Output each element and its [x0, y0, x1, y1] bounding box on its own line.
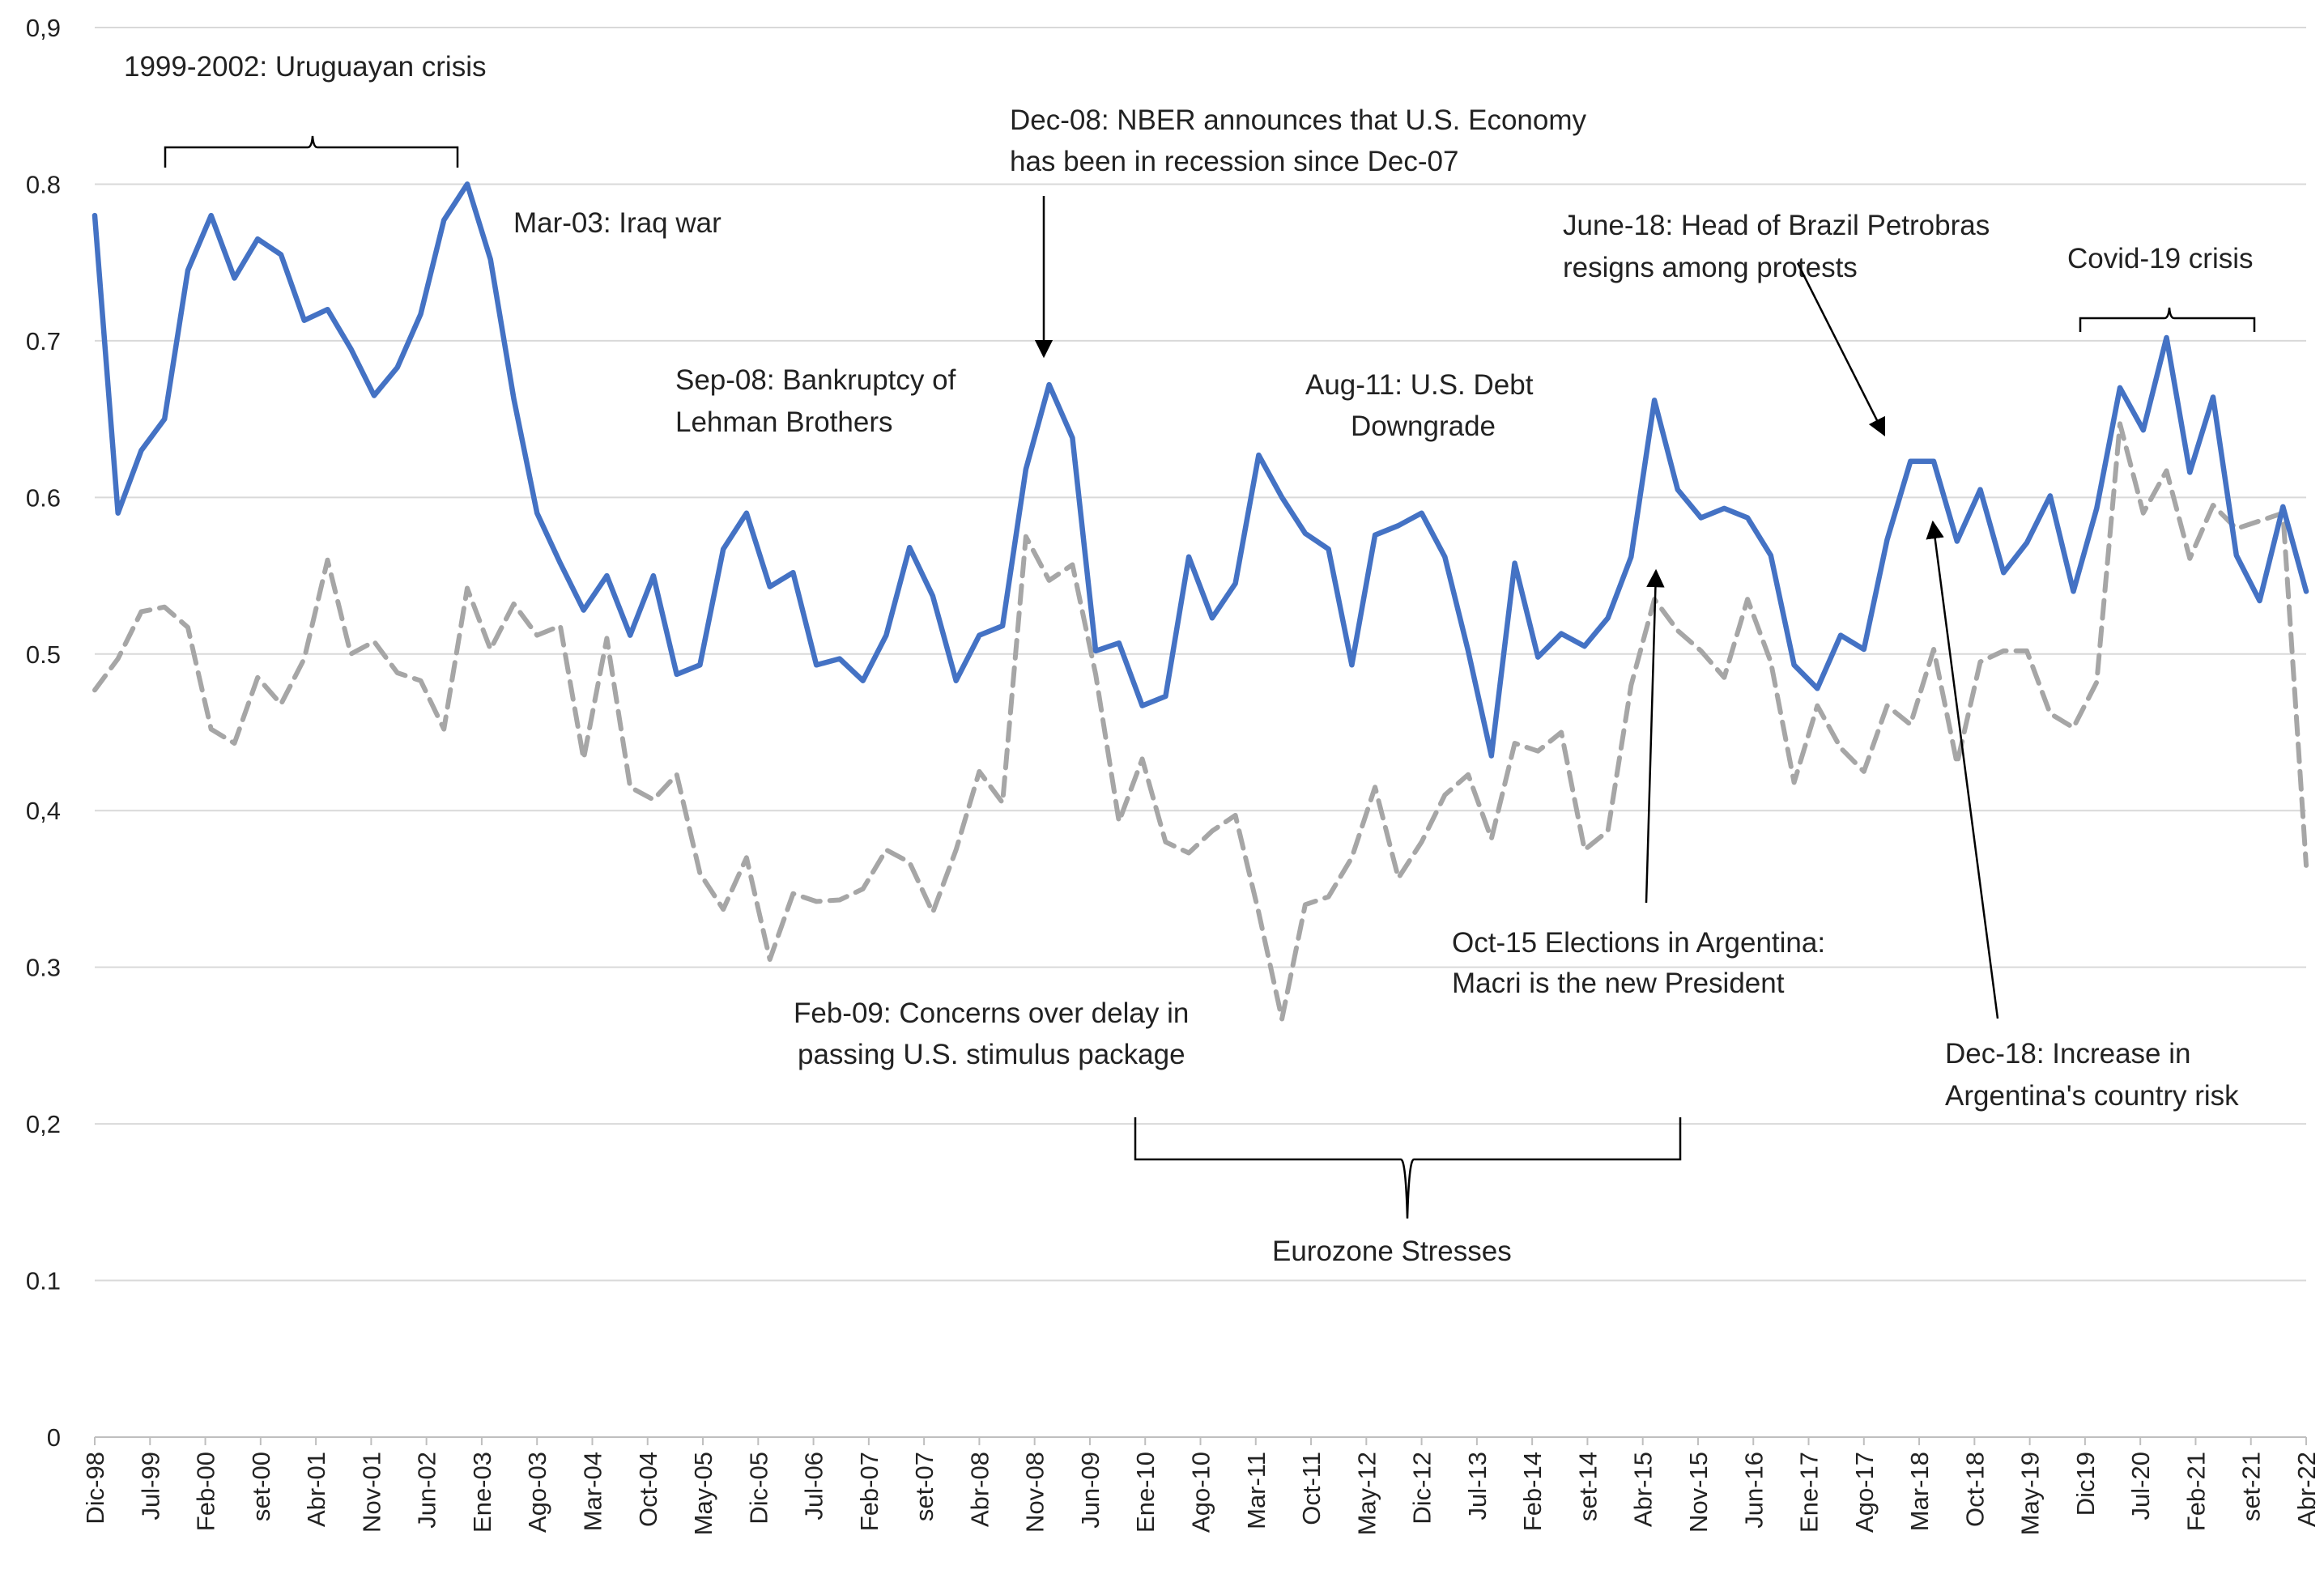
x-tick-label: set-21	[2237, 1452, 2266, 1521]
petrobras-arrow	[1796, 262, 1886, 437]
y-tick-label: 0.1	[26, 1267, 61, 1295]
y-tick-label: 0.5	[26, 640, 61, 669]
x-tick-label: Mar-04	[578, 1452, 607, 1531]
x-tick-label: Ene-17	[1795, 1452, 1824, 1533]
annotations: 1999-2002: Uruguayan crisis Mar-03: Iraq…	[124, 51, 2256, 1267]
series-line-dashed	[92, 421, 2309, 1022]
annotation-debt-line-2: Downgrade	[1351, 410, 1496, 442]
elections-arrow	[1645, 568, 1665, 904]
x-tick-label: Nov-08	[1021, 1452, 1049, 1533]
x-axis-ticks: Dic-98 Jul-99 Feb-00 set-00 Abr-01 Nov-01 Jun-…	[81, 1437, 2321, 1535]
x-tick-label: May-05	[689, 1452, 717, 1535]
x-tick-label: Jun-02	[413, 1452, 441, 1529]
x-tick-label: Abr-01	[302, 1452, 330, 1527]
annotation-eurozone: Eurozone Stresses	[1272, 1236, 1512, 1267]
y-tick-label: 0,4	[26, 797, 61, 825]
annotation-petrobras-line-2: resigns among protests	[1563, 252, 1858, 283]
x-tick-label: Dic-98	[81, 1452, 109, 1525]
x-tick-label: May-19	[2016, 1452, 2045, 1535]
annotation-elections-line-1: Oct-15 Elections in Argentina:	[1452, 927, 1825, 959]
series-line-solid	[92, 181, 2309, 759]
x-tick-label: Feb-14	[1518, 1452, 1547, 1531]
annotation-country-risk-line-2: Argentina's country risk	[1945, 1080, 2239, 1112]
x-tick-label: May-12	[1352, 1452, 1381, 1535]
x-tick-label: set-00	[247, 1452, 275, 1521]
annotation-elections-line-2: Macri is the new President	[1452, 968, 1785, 999]
gridlines	[95, 27, 2306, 1282]
annotation-nber-line-2: has been in recession since Dec-07	[1010, 146, 1458, 177]
x-tick-label: Mar-11	[1242, 1452, 1271, 1529]
series-lines	[92, 181, 2309, 1022]
x-tick-label: Jul-06	[800, 1452, 828, 1520]
annotation-covid: Covid-19 crisis	[2067, 243, 2254, 274]
x-tick-label: Ago-10	[1187, 1452, 1215, 1533]
annotation-lehman-line-2: Lehman Brothers	[675, 406, 892, 438]
y-tick-label: 0.3	[26, 954, 61, 982]
annotation-country-risk-line-1: Dec-18: Increase in	[1945, 1038, 2190, 1070]
x-tick-label: Abr-15	[1629, 1452, 1658, 1527]
x-tick-label: Feb-07	[855, 1452, 883, 1531]
x-tick-label: Nov-15	[1684, 1452, 1713, 1533]
y-tick-label: 0,9	[26, 14, 61, 42]
x-tick-label: Dic19	[2071, 1452, 2100, 1516]
x-tick-label: Feb-21	[2181, 1452, 2210, 1531]
annotation-nber-line-1: Dec-08: NBER announces that U.S. Economy	[1010, 104, 1587, 136]
annotation-debt-line-1: Aug-11: U.S. Debt	[1305, 369, 1534, 401]
x-tick-label: set-14	[1573, 1452, 1602, 1521]
x-tick-label: Jun-09	[1076, 1452, 1105, 1529]
annotation-petrobras-line-1: June-18: Head of Brazil Petrobras	[1563, 210, 1990, 241]
y-tick-label: 0,2	[26, 1110, 61, 1138]
x-tick-label: set-07	[910, 1452, 939, 1521]
x-tick-label: Jun-16	[1739, 1452, 1768, 1529]
country-risk-arrow	[1926, 520, 1999, 1019]
x-tick-label: Nov-01	[357, 1452, 385, 1533]
y-axis-ticks: 0 0.1 0,2 0.3 0,4 0.5 0.6 0.7 0.8 0,9	[26, 14, 61, 1452]
x-tick-label: Abr-08	[965, 1452, 994, 1527]
x-tick-label: Ago-03	[523, 1452, 551, 1533]
x-tick-label: Oct-18	[1960, 1452, 1989, 1527]
x-tick-label: Ene-10	[1131, 1452, 1160, 1533]
annotation-uruguayan-crisis: 1999-2002: Uruguayan crisis	[124, 51, 486, 83]
annotation-lehman-line-1: Sep-08: Bankruptcy of	[675, 364, 956, 396]
y-tick-label: 0.7	[26, 327, 61, 355]
x-tick-label: Oct-11	[1297, 1452, 1326, 1525]
x-tick-label: Jul-13	[1463, 1452, 1492, 1520]
x-tick-label: Ago-17	[1850, 1452, 1879, 1533]
x-tick-label: Dic-12	[1408, 1452, 1437, 1525]
x-tick-label: Ene-03	[468, 1452, 496, 1533]
x-tick-label: Feb-00	[192, 1452, 220, 1531]
annotation-stimulus-line-2: passing U.S. stimulus package	[798, 1039, 1185, 1070]
annotation-iraq-war: Mar-03: Iraq war	[513, 207, 721, 239]
x-tick-label: Jul-99	[136, 1452, 164, 1520]
annotation-stimulus-line-1: Feb-09: Concerns over delay in	[794, 997, 1189, 1029]
x-tick-label: Dic-05	[744, 1452, 773, 1525]
x-tick-label: Mar-18	[1905, 1452, 1934, 1531]
y-tick-label: 0.6	[26, 483, 61, 512]
y-tick-label: 0.8	[26, 170, 61, 198]
y-tick-label: 0	[47, 1423, 61, 1452]
eurozone-brace	[1134, 1117, 1682, 1219]
x-tick-label: Oct-04	[634, 1452, 662, 1527]
x-tick-label: Abr-22	[2292, 1452, 2321, 1527]
x-tick-label: Jul-20	[2126, 1452, 2155, 1520]
covid-brace	[2079, 307, 2256, 332]
uruguayan-crisis-brace	[164, 135, 459, 168]
